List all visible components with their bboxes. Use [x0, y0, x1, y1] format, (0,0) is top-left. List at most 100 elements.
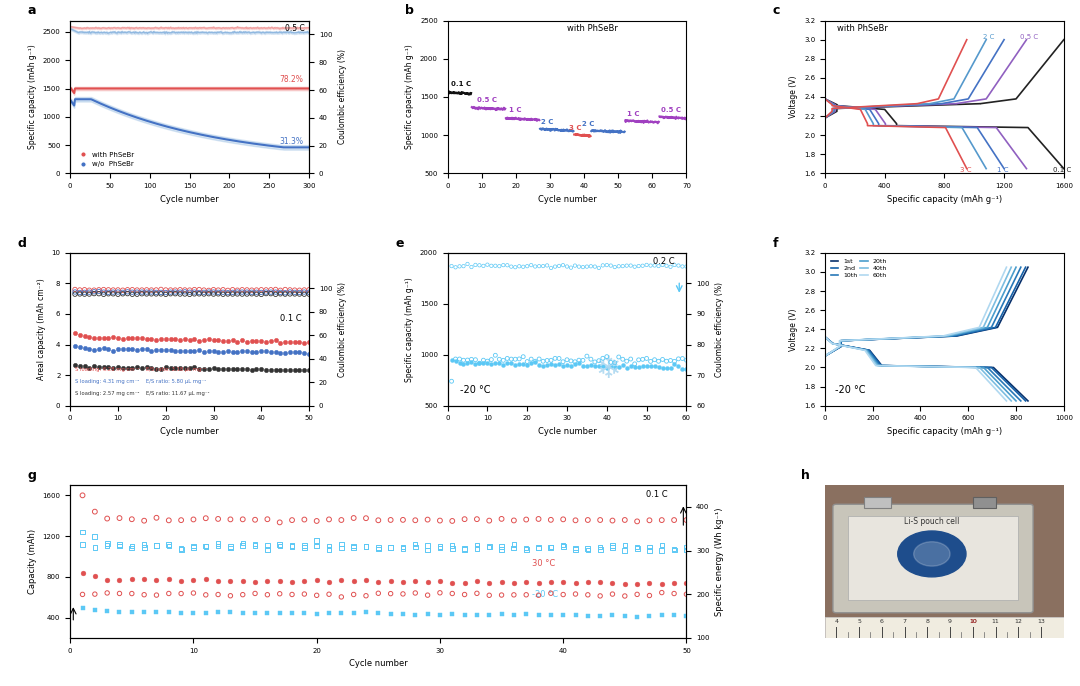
Point — [447, 262, 464, 273]
Point — [148, 606, 165, 617]
Point — [148, 540, 165, 551]
Text: 0.1 C: 0.1 C — [280, 314, 302, 323]
Point — [499, 260, 516, 271]
Point — [205, 289, 222, 300]
Point — [592, 591, 609, 602]
Point — [586, 261, 604, 272]
Point — [148, 285, 165, 296]
Point — [173, 544, 190, 555]
Text: 31.3%: 31.3% — [279, 137, 303, 146]
Point — [291, 346, 308, 357]
Point — [198, 512, 215, 523]
Point — [135, 539, 152, 550]
Point — [271, 607, 288, 618]
Point — [135, 589, 152, 600]
Point — [186, 362, 203, 373]
Point — [604, 610, 621, 621]
Point — [471, 357, 488, 368]
Point — [308, 535, 325, 546]
Point — [308, 541, 325, 552]
Circle shape — [897, 531, 966, 577]
Point — [281, 285, 298, 296]
Point — [210, 288, 227, 299]
Point — [205, 284, 222, 295]
Point — [514, 261, 531, 272]
Point — [259, 540, 276, 551]
Point — [638, 361, 656, 372]
Point — [582, 261, 599, 272]
Point — [502, 261, 519, 272]
Point — [554, 541, 571, 552]
Point — [210, 513, 227, 524]
Point — [431, 609, 448, 620]
Point — [296, 589, 313, 600]
Point — [173, 607, 190, 618]
Point — [173, 588, 190, 599]
Point — [210, 541, 227, 552]
Point — [598, 351, 616, 362]
Point — [444, 588, 461, 599]
Point — [286, 287, 303, 298]
Point — [99, 287, 117, 298]
Point — [678, 261, 696, 272]
Point — [276, 284, 294, 295]
Text: 30 °C: 30 °C — [532, 559, 555, 568]
Point — [394, 543, 411, 554]
Point — [640, 514, 658, 525]
Point — [76, 361, 93, 372]
Point — [321, 541, 338, 552]
Point — [81, 343, 98, 354]
Point — [566, 260, 583, 271]
Text: 2 C: 2 C — [541, 119, 554, 125]
Point — [133, 285, 150, 296]
Point — [382, 543, 400, 554]
Point — [570, 355, 588, 366]
Point — [247, 363, 265, 374]
Point — [243, 287, 260, 298]
Point — [321, 544, 338, 555]
Point — [642, 361, 659, 372]
Point — [176, 286, 193, 297]
Point — [333, 574, 350, 585]
Point — [546, 353, 564, 364]
Point — [166, 288, 184, 299]
Point — [604, 589, 621, 600]
Point — [665, 514, 683, 525]
Text: -20 °C: -20 °C — [835, 386, 865, 395]
Point — [157, 345, 174, 356]
Point — [487, 357, 504, 368]
Point — [634, 360, 651, 371]
Point — [98, 574, 116, 585]
Point — [487, 350, 504, 361]
Point — [296, 338, 313, 348]
Point — [233, 346, 251, 357]
Point — [558, 354, 576, 365]
Point — [333, 608, 350, 619]
Point — [575, 261, 592, 272]
Point — [123, 588, 140, 599]
Point — [86, 589, 104, 600]
Point — [321, 589, 338, 600]
Point — [666, 359, 684, 370]
Point — [160, 541, 177, 552]
Point — [172, 284, 189, 295]
Point — [162, 363, 179, 374]
Point — [85, 344, 103, 355]
Point — [444, 608, 461, 619]
Point — [172, 362, 189, 373]
Point — [247, 336, 265, 347]
Point — [615, 354, 632, 365]
Point — [604, 542, 621, 553]
Point — [246, 514, 264, 525]
Text: 1 C: 1 C — [509, 107, 522, 113]
Point — [291, 337, 308, 348]
Point — [419, 540, 436, 551]
Text: 1 C: 1 C — [626, 111, 639, 117]
Point — [95, 284, 112, 295]
Point — [517, 589, 535, 600]
Point — [527, 357, 544, 368]
Point — [542, 543, 559, 554]
Text: 0.5 C: 0.5 C — [1021, 34, 1039, 40]
Point — [505, 609, 523, 620]
Point — [215, 346, 232, 357]
